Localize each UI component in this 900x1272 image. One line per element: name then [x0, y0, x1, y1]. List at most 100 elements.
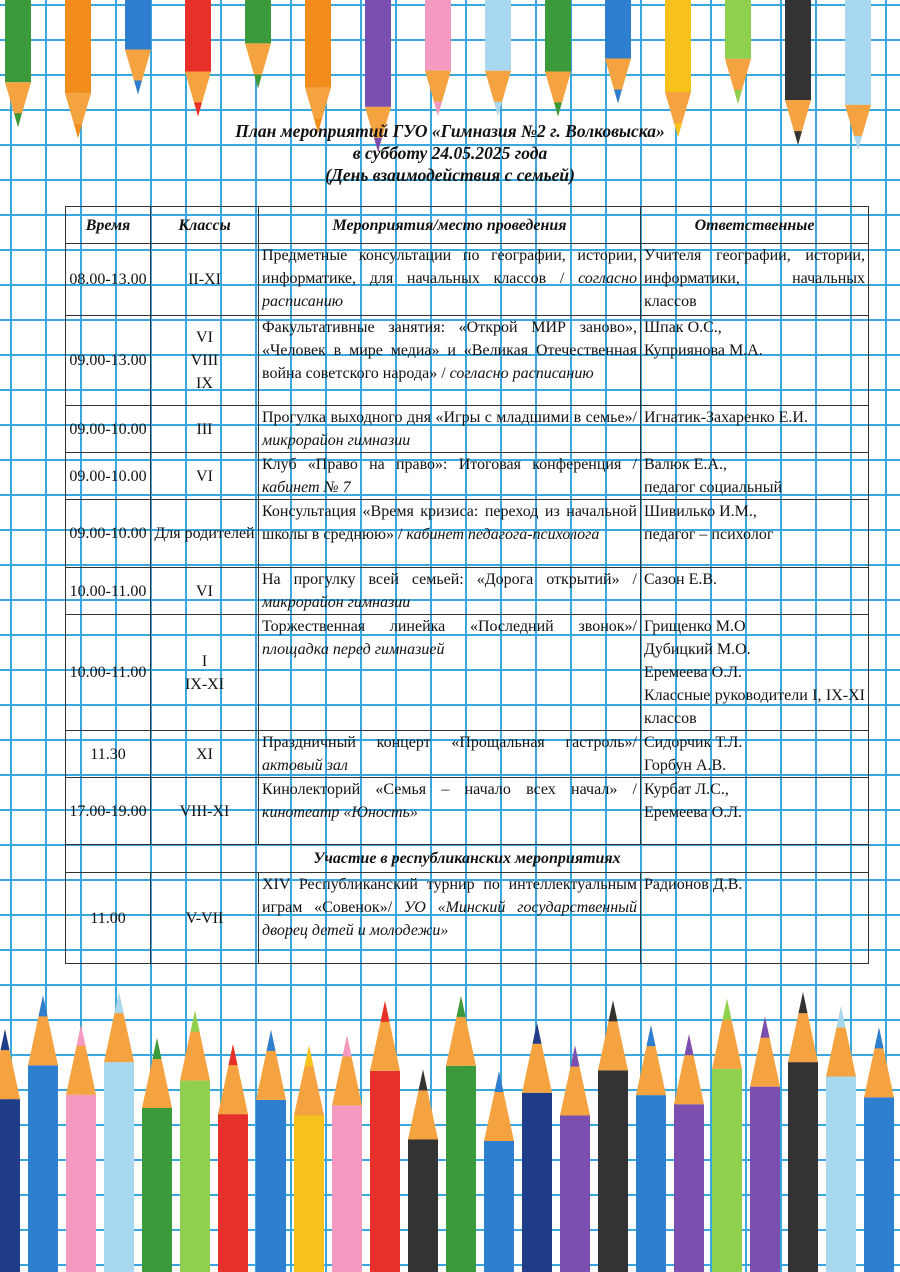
event-cell: Предметные консультации по географии, ис… — [258, 243, 641, 316]
classes-cell: I IX-XI — [150, 614, 259, 731]
responsible-line: Дубицкий М.О. — [644, 641, 751, 658]
event-cell: XIV Республиканский турнир по интеллекту… — [258, 872, 641, 964]
event-place: кабинет педагога-психолога — [406, 526, 600, 543]
section-row: Участие в республиканских мероприятиях — [65, 844, 869, 873]
event-cell: Праздничный концерт «Прощальная гастроль… — [258, 730, 641, 778]
classes-cell: II-XI — [150, 243, 259, 316]
pencil-part — [674, 123, 682, 138]
pencil-part — [532, 1022, 542, 1044]
classes-cell: VI — [150, 567, 259, 615]
pencil-part — [560, 1115, 590, 1272]
table-row: 11.30 XI Праздничный концерт «Прощальная г… — [65, 730, 869, 778]
pencil-part — [446, 995, 476, 1066]
table-row: 08.00-13.00 II-XI Предметные консультации … — [65, 243, 869, 316]
pencil-part — [374, 137, 382, 152]
event-place: площадка перед гимназией — [262, 641, 445, 658]
pencil-part — [142, 1038, 172, 1109]
column-header: Мероприятия/место проведения — [258, 206, 641, 244]
time-cell: 09.00-10.00 — [65, 405, 151, 453]
pencil-part — [712, 1068, 742, 1272]
pencil-part — [598, 1000, 628, 1071]
pencil-part — [294, 1045, 324, 1116]
responsible-line: Учителя географии, истории, информатики,… — [644, 247, 865, 310]
pencil-part — [65, 0, 91, 94]
event-place: кабинет № 7 — [262, 479, 351, 496]
pencil-part — [218, 1044, 248, 1115]
event-text: Кинолекторий «Семья – начало всех начал»… — [262, 781, 637, 798]
classes-cell: VIII-XI — [150, 777, 259, 845]
responsible-line: Еремеева О.Л. — [644, 664, 743, 681]
event-cell: Клуб «Право на право»: Итоговая конферен… — [258, 452, 641, 500]
title: План мероприятий ГУО «Гимназия №2 г. Вол… — [0, 120, 900, 186]
pencil-part — [545, 0, 571, 72]
responsible-cell: Шпак О.С., Куприянова М.А. — [640, 315, 869, 406]
pencil-part — [0, 1029, 10, 1051]
table-row: 17.00-19.00 VIII-XI Кинолекторий «Семья – … — [65, 777, 869, 845]
pencil-part — [608, 1000, 618, 1022]
event-cell: Торжественная линейка «Последний звонок»… — [258, 614, 641, 731]
pencil-part — [836, 1006, 846, 1028]
pencil-part — [66, 1094, 96, 1272]
pencil-part — [14, 113, 22, 128]
pencil-part — [725, 58, 751, 104]
responsible-cell: Грищенко М.О Дубицкий М.О. Еремеева О.Л. Кл… — [640, 614, 869, 731]
pencil-part — [194, 102, 202, 117]
pencil-part — [750, 1016, 780, 1087]
pencil-part — [380, 1000, 390, 1022]
pencil-part — [494, 101, 502, 116]
pencil-part — [646, 1025, 656, 1047]
pencil-part — [826, 1006, 856, 1077]
pencil-part — [845, 104, 871, 150]
event-cell: На прогулку всей семьей: «Дорога открыти… — [258, 567, 641, 615]
responsible-line: Сазон Е.В. — [644, 571, 718, 588]
event-cell: Консультация «Время кризиса: переход из … — [258, 499, 641, 568]
pencil-part — [5, 0, 31, 83]
pencil-part — [554, 102, 562, 117]
pencil-part — [256, 1029, 286, 1100]
pencil-part — [408, 1139, 438, 1272]
header-row: Время Классы Мероприятия/место проведения О… — [65, 206, 869, 244]
pencil-part — [305, 87, 331, 133]
pencil-part — [722, 998, 732, 1020]
pencil-part — [760, 1016, 770, 1038]
pencil-part — [570, 1045, 580, 1067]
pencil-part — [874, 1027, 884, 1049]
responsible-cell: Сазон Е.В. — [640, 567, 869, 615]
event-place: УО «Минский государственный дворец детей… — [262, 899, 637, 939]
pencil-part — [684, 1034, 694, 1056]
pencil-part — [750, 1086, 780, 1272]
pencil-part — [854, 135, 862, 150]
event-cell: Кинолекторий «Семья – начало всех начал»… — [258, 777, 641, 845]
pencil-part — [785, 100, 811, 146]
pencil-part — [256, 1099, 286, 1272]
responsible-line: Грищенко М.О — [644, 618, 746, 635]
event-place: микрорайон гимназии — [262, 594, 411, 611]
pencil-part — [560, 1045, 590, 1116]
class-line: II-XI — [188, 271, 221, 288]
class-line: III — [196, 420, 213, 438]
pencil-part — [494, 1071, 504, 1093]
pencil-part — [605, 0, 631, 59]
classes-cell: Для родителей — [150, 499, 259, 568]
pencil-part — [522, 1022, 552, 1093]
column-header: Время — [65, 206, 151, 244]
pencil-part — [674, 1104, 704, 1272]
pencil-part — [788, 992, 818, 1063]
responsible-line: Сидорчик Т.Л. — [644, 734, 743, 751]
responsible-line: Горбун А.В. — [644, 757, 727, 774]
table-row: 09.00-10.00 VI Клуб «Право на право»: Итог… — [65, 452, 869, 500]
pencil-part — [674, 1034, 704, 1105]
event-text: Факультативные занятия: «Открой МИР зано… — [262, 319, 637, 382]
pencil-part — [605, 58, 631, 104]
event-place: актовый зал — [262, 757, 348, 774]
pencil-part — [294, 1115, 324, 1272]
pencil-part — [522, 1092, 552, 1272]
time-cell: 10.00-11.00 — [65, 614, 151, 731]
pencil-part — [125, 49, 151, 95]
pencil-part — [304, 1045, 314, 1067]
pencil-part — [545, 71, 571, 117]
pencil-part — [28, 1065, 58, 1272]
responsible-line: Курбат Л.С., — [644, 781, 729, 798]
class-line: VI — [196, 329, 213, 346]
event-text: Торжественная линейка «Последний звонок»… — [262, 618, 637, 635]
